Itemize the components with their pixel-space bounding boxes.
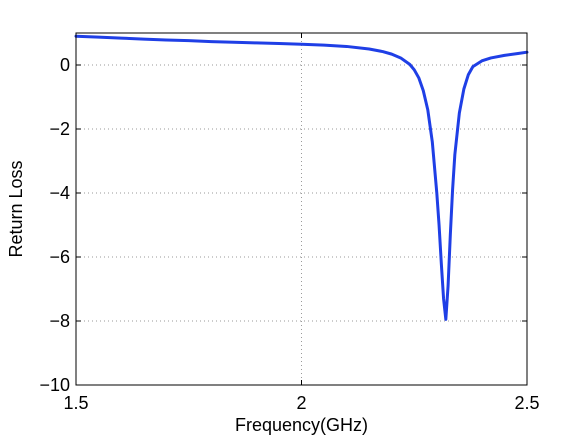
series-line <box>74 34 529 321</box>
y-tick-labels: 0 −2 −4 −6 −8 −10 <box>39 55 70 395</box>
x-tick-label: 2.5 <box>514 393 539 413</box>
x-tick-label: 1.5 <box>63 393 88 413</box>
y-axis-label: Return Loss <box>6 160 26 257</box>
y-tick-label: −4 <box>49 183 70 203</box>
grid-lines <box>76 33 527 385</box>
x-tick-labels: 1.5 2 2.5 <box>63 393 539 413</box>
x-tick-label: 2 <box>296 393 306 413</box>
y-tick-label: −2 <box>49 119 70 139</box>
x-axis-label: Frequency(GHz) <box>235 415 368 435</box>
tick-marks <box>75 33 528 386</box>
series-group <box>74 34 529 321</box>
y-tick-label: 0 <box>60 55 70 75</box>
y-tick-label: −10 <box>39 375 70 395</box>
y-tick-label: −8 <box>49 311 70 331</box>
y-tick-label: −6 <box>49 247 70 267</box>
